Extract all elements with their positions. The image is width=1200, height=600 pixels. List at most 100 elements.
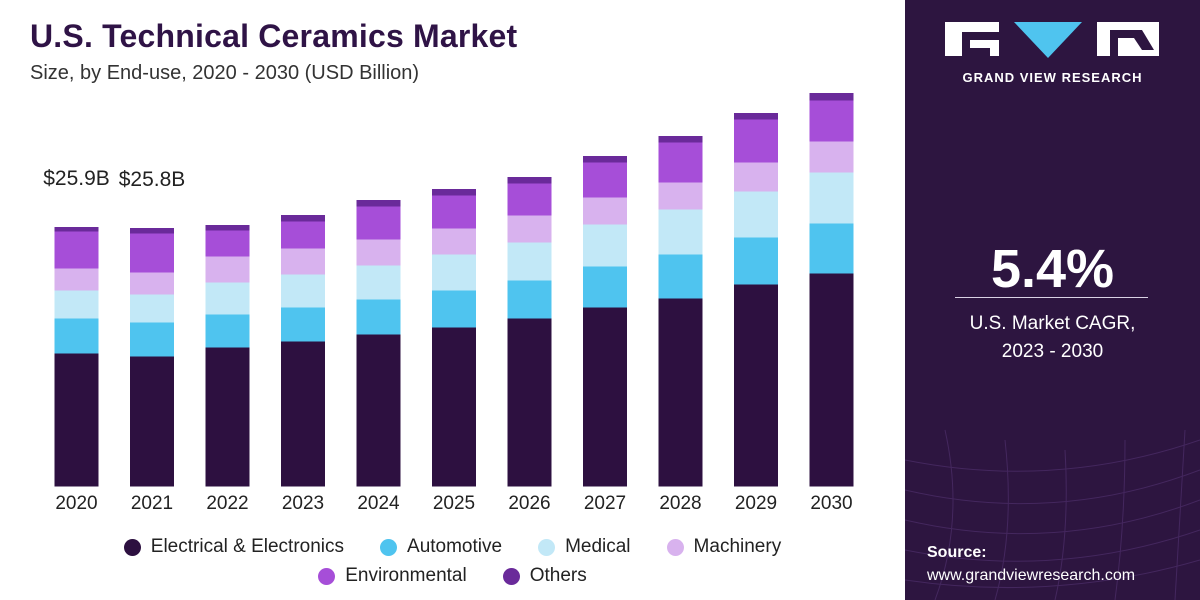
bar-segment-2028-medical [658,209,703,255]
bar-segment-2024-medical [356,265,401,300]
legend-swatch [666,538,684,556]
bar-segment-2020-electrical-electronics [54,353,99,487]
logo-text: GRAND VIEW RESEARCH [962,70,1143,85]
side-panel: GRAND VIEW RESEARCH 5.4% U.S. Market CAG… [905,0,1200,600]
bar-segment-2020-medical [54,290,99,319]
grand-view-research-logo-icon [945,22,1159,58]
bar-segment-2029-electrical-electronics [734,284,778,487]
bar-segment-2025-others [432,189,476,196]
legend-swatch [123,538,141,556]
bar-segment-2030-environmental [809,100,854,142]
bar-segment-2021-others [130,228,174,234]
cagr-label: U.S. Market CAGR, 2023 - 2030 [905,310,1200,366]
x-tick-label-2024: 2024 [357,493,400,514]
x-tick-label-2021: 2021 [131,493,173,514]
bar-segment-2022-environmental [205,230,250,257]
bar-segment-2022-electrical-electronics [205,347,250,487]
bar-segment-2021-environmental [130,233,174,273]
legend-swatch [538,538,556,556]
legend-item-medical: Medical [538,536,631,558]
bar-segment-2027-environmental [583,162,627,198]
bar-segment-2028-electrical-electronics [658,298,703,487]
legend-row-1: Electrical & Electronics Automotive Medi… [0,536,905,558]
bar-segment-2025-medical [432,254,476,291]
legend-label: Automotive [407,536,503,557]
bar-segment-2028-machinery [658,182,703,210]
legend-item-others: Others [502,565,587,587]
x-tick-label-2022: 2022 [206,493,248,514]
bar-segment-2022-others [205,225,250,231]
source-link[interactable]: www.grandviewresearch.com [927,567,1136,584]
data-label-2020: $25.9B [43,167,110,190]
bar-segment-2023-environmental [281,221,325,249]
legend-swatch [380,538,398,556]
cagr-label-line2: 2023 - 2030 [1001,341,1104,362]
legend-swatch [318,567,336,585]
legend-row-2: Environmental Others [0,565,905,587]
bar-segment-2029-automotive [734,237,778,285]
bar-segment-2023-machinery [281,248,325,275]
chart-subtitle: Size, by End-use, 2020 - 2030 (USD Billi… [30,62,420,84]
bar-segment-2029-environmental [734,119,778,163]
cagr-value: 5.4% [990,239,1115,299]
source-label: Source: [927,544,987,561]
bar-segment-2024-environmental [356,206,401,240]
bar-segment-2026-environmental [507,183,552,216]
bar-segment-2022-automotive [205,314,250,348]
bar-segment-2030-others [809,93,854,101]
cagr-label-line1: U.S. Market CAGR, [969,313,1136,334]
bar-segment-2028-automotive [658,254,703,299]
legend-label: Medical [565,536,631,557]
bar-segment-2021-machinery [130,272,174,295]
legend-item-automotive: Automotive [380,536,502,558]
bar-segment-2024-machinery [356,239,401,266]
bar-segment-2029-machinery [734,162,778,192]
legend-label: Others [529,565,587,586]
bar-segment-2027-machinery [583,197,627,225]
legend-item-machinery: Machinery [666,536,782,558]
bar-segment-2020-machinery [54,268,99,291]
bar-segment-2024-others [356,200,401,207]
chart-area: U.S. Technical Ceramics Market Size, by … [0,18,905,587]
legend-item-electrical-electronics: Electrical & Electronics [123,536,344,558]
bar-segment-2020-automotive [54,318,99,354]
x-tick-label-2026: 2026 [508,493,550,514]
bar-segment-2023-medical [281,274,325,308]
x-tick-label-2028: 2028 [659,493,701,514]
cagr-divider [955,297,1148,298]
bar-segment-2020-environmental [54,231,99,269]
legend-label: Machinery [693,536,782,557]
bar-segment-2027-automotive [583,266,627,308]
legend-item-environmental: Environmental [318,565,467,587]
bar-segment-2025-machinery [432,228,476,255]
legend-swatch [502,567,520,585]
x-tick-label-2020: 2020 [55,493,97,514]
bar-segment-2027-electrical-electronics [583,307,627,487]
x-tick-label-2023: 2023 [282,493,324,514]
bar-segment-2029-others [734,113,778,120]
bar-segment-2022-medical [205,282,250,315]
bar-segment-2021-automotive [130,322,174,357]
bar-segment-2026-automotive [507,280,552,319]
bar-segment-2030-electrical-electronics [809,273,854,487]
bar-segment-2030-medical [809,172,854,224]
bar-segment-2025-electrical-electronics [432,327,476,487]
x-tick-label-2029: 2029 [735,493,777,514]
bar-segment-2029-medical [734,191,778,238]
bar-segment-2026-medical [507,242,552,281]
bar-segment-2026-others [507,177,552,184]
x-tick-label-2030: 2030 [810,493,852,514]
stacked-bar-chart: 2020 2021 2022 2023 2024 2025 2026 2027 2028 2029… [43,93,854,514]
x-tick-label-2025: 2025 [433,493,475,514]
bar-segment-2022-machinery [205,256,250,283]
bar-segment-2021-medical [130,294,174,323]
bar-segment-2024-electrical-electronics [356,334,401,487]
bar-segment-2023-others [281,215,325,222]
bar-segment-2030-machinery [809,141,854,173]
bar-segment-2028-environmental [658,142,703,183]
bar-segment-2026-electrical-electronics [507,318,552,487]
panel-grid-decoration [905,429,1200,600]
x-tick-label-2027: 2027 [584,493,626,514]
bar-segment-2026-machinery [507,215,552,243]
bar-segment-2020-others [54,227,99,232]
